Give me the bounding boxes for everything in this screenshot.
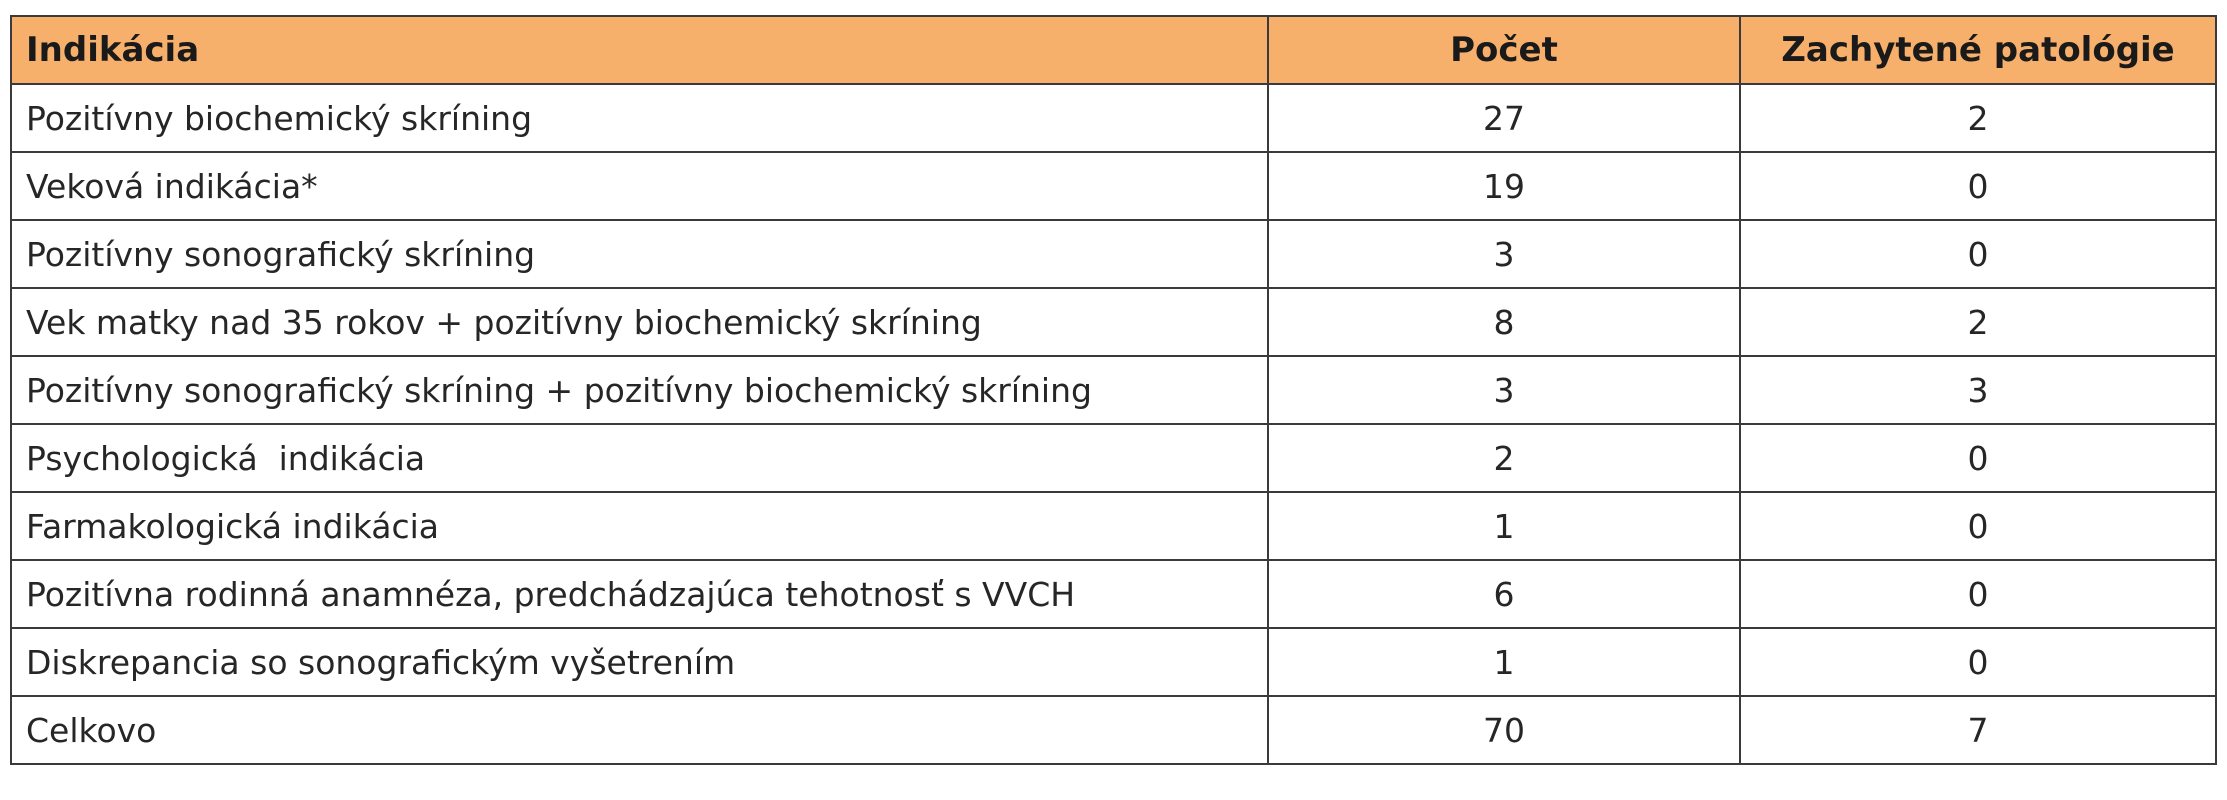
cell-indication: Pozitívny sonografický skríning + pozití… bbox=[10, 355, 1269, 425]
cell-count: 1 bbox=[1267, 627, 1741, 697]
cell-pathologies: 2 bbox=[1739, 83, 2217, 153]
cell-count: 8 bbox=[1267, 287, 1741, 357]
table-row: Pozitívny sonografický skríning 3 0 bbox=[10, 219, 2217, 289]
cell-indication: Celkovo bbox=[10, 695, 1269, 765]
cell-indication: Psychologická indikácia bbox=[10, 423, 1269, 493]
cell-indication: Farmakologická indikácia bbox=[10, 491, 1269, 561]
cell-pathologies: 0 bbox=[1739, 491, 2217, 561]
table-row: Psychologická indikácia 2 0 bbox=[10, 423, 2217, 493]
cell-count: 3 bbox=[1267, 355, 1741, 425]
cell-pathologies: 0 bbox=[1739, 559, 2217, 629]
cell-count: 2 bbox=[1267, 423, 1741, 493]
table-row: Pozitívny biochemický skríning 27 2 bbox=[10, 83, 2217, 153]
header-indikacia: Indikácia bbox=[10, 15, 1269, 85]
cell-pathologies: 0 bbox=[1739, 423, 2217, 493]
table-row: Farmakologická indikácia 1 0 bbox=[10, 491, 2217, 561]
cell-count: 1 bbox=[1267, 491, 1741, 561]
table-row: Veková indikácia* 19 0 bbox=[10, 151, 2217, 221]
table-header: Indikácia Počet Zachytené patológie bbox=[10, 15, 2217, 85]
cell-pathologies: 0 bbox=[1739, 627, 2217, 697]
cell-indication: Pozitívny sonografický skríning bbox=[10, 219, 1269, 289]
total-row: Celkovo 70 7 bbox=[10, 695, 2217, 765]
header-row: Indikácia Počet Zachytené patológie bbox=[10, 15, 2217, 85]
cell-pathologies: 3 bbox=[1739, 355, 2217, 425]
cell-pathologies: 0 bbox=[1739, 219, 2217, 289]
header-zachytene-patologie: Zachytené patológie bbox=[1739, 15, 2217, 85]
cell-indication: Pozitívny biochemický skríning bbox=[10, 83, 1269, 153]
table-body: Pozitívny biochemický skríning 27 2 Veko… bbox=[10, 83, 2217, 765]
cell-pathologies: 7 bbox=[1739, 695, 2217, 765]
cell-indication: Pozitívna rodinná anamnéza, predchádzajú… bbox=[10, 559, 1269, 629]
cell-count: 6 bbox=[1267, 559, 1741, 629]
table-row: Vek matky nad 35 rokov + pozitívny bioch… bbox=[10, 287, 2217, 357]
cell-pathologies: 2 bbox=[1739, 287, 2217, 357]
cell-pathologies: 0 bbox=[1739, 151, 2217, 221]
cell-indication: Vek matky nad 35 rokov + pozitívny bioch… bbox=[10, 287, 1269, 357]
header-pocet: Počet bbox=[1267, 15, 1741, 85]
cell-count: 19 bbox=[1267, 151, 1741, 221]
table-row: Pozitívny sonografický skríning + pozití… bbox=[10, 355, 2217, 425]
table-row: Diskrepancia so sonografickým vyšetrením… bbox=[10, 627, 2217, 697]
indication-table-container: Indikácia Počet Zachytené patológie Pozi… bbox=[10, 15, 2217, 765]
cell-count: 70 bbox=[1267, 695, 1741, 765]
table-row: Pozitívna rodinná anamnéza, predchádzajú… bbox=[10, 559, 2217, 629]
cell-count: 3 bbox=[1267, 219, 1741, 289]
cell-indication: Veková indikácia* bbox=[10, 151, 1269, 221]
cell-indication: Diskrepancia so sonografickým vyšetrením bbox=[10, 627, 1269, 697]
indication-table: Indikácia Počet Zachytené patológie Pozi… bbox=[10, 15, 2217, 765]
cell-count: 27 bbox=[1267, 83, 1741, 153]
